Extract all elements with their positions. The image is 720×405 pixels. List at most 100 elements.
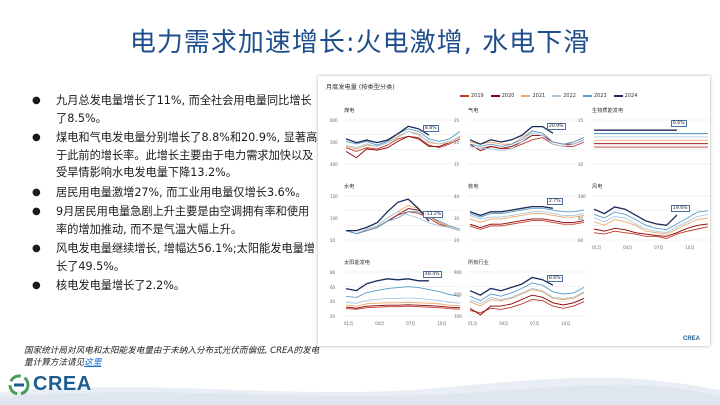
growth-annotation: -13.2% (422, 211, 444, 219)
bullet-text: 核电发电量增长了2.2%。 (56, 279, 186, 292)
small-chart-plot (344, 119, 462, 165)
bullet-text: 煤电和气电发电量分别增长了8.8%和20.9%, 显著高于此前的增长率。此增长主… (56, 131, 318, 179)
y-tick-label: 30 (454, 216, 460, 221)
legend-item: 2021 (521, 93, 545, 99)
series-line-2024 (345, 278, 429, 292)
x-tick-label: 01月 (344, 321, 354, 326)
series-line-2023 (345, 286, 461, 298)
crea-logo-text: CREA (33, 373, 92, 395)
chart-title: 月度发电量 (按类型分类) (326, 84, 395, 91)
slide-title: 电力需求加速增长:火电激增, 水电下滑 (129, 28, 591, 58)
legend-label: 2023 (593, 93, 607, 99)
legend-swatch (613, 95, 623, 97)
y-tick-label: 50 (330, 238, 336, 243)
bullet-text: 风电发电量继续增长, 增幅达56.1%;太阳能发电量增长了49.5%。 (56, 242, 315, 273)
x-tick-label: 01月 (592, 245, 602, 250)
growth-annotation: 8.8% (422, 125, 439, 133)
series-line-2021 (345, 204, 461, 235)
y-tick-label: 25 (454, 118, 460, 123)
bullet-dot: ● (32, 132, 41, 143)
series-line-2023 (469, 130, 585, 147)
small-chart-title: 所有行业 (468, 260, 489, 266)
y-tick-label: 700 (454, 314, 462, 319)
series-line-2020 (593, 223, 709, 237)
series-line-2024 (469, 205, 554, 217)
growth-annotation: 2.7% (546, 198, 563, 206)
bullet-item: ● 居民用电量激增27%, 而工业用电量仅增长3.6%。 (28, 184, 318, 202)
series-line-2024 (346, 198, 430, 232)
footnote-text: 国家统计局对风电和太阳能发电量由于未纳入分布式光伏而偏低, CREA的发电量计算… (24, 346, 320, 368)
series-line-2022 (345, 211, 461, 235)
legend-label: 2022 (563, 93, 576, 99)
legend-swatch (490, 95, 500, 97)
x-tick-label: 01月 (468, 321, 478, 326)
y-tick-label: 100 (578, 194, 586, 199)
y-tick-label: 900 (454, 270, 462, 275)
legend-swatch (582, 95, 592, 97)
small-chart-title: 太阳能发电 (344, 260, 370, 266)
series-line-2024 (345, 125, 430, 144)
y-tick-label: 15 (578, 118, 584, 123)
small-chart-title: 生物质能发电 (592, 108, 624, 114)
y-tick-label: 60 (578, 238, 584, 243)
y-tick-label: 500 (330, 140, 338, 145)
small-chart: 风电 100 80 60 01月 04月 07月 10月 19.6% (578, 184, 710, 250)
footnote-link[interactable]: 这里 (84, 358, 102, 368)
series-line-2019 (593, 226, 709, 239)
series-line-2019 (345, 135, 461, 152)
small-chart-plot (592, 119, 710, 165)
series-line-2023 (469, 282, 585, 302)
legend-item: 2022 (552, 93, 576, 99)
growth-annotation: 48.4% (422, 270, 442, 278)
y-tick-label: 40 (330, 299, 336, 305)
series-line-2023 (345, 211, 461, 235)
small-chart-plot (468, 195, 586, 241)
y-tick-label: 80 (578, 216, 584, 221)
bullet-dot: ● (32, 206, 41, 217)
x-tick-label: 07月 (406, 321, 416, 326)
series-line-2022 (345, 297, 461, 304)
bullet-dot: ● (32, 186, 41, 198)
crea-small-logo: CREA (682, 336, 700, 342)
footnote: 国家统计局对风电和太阳能发电量由于未纳入分布式光伏而偏低, CREA的发电量计算… (24, 345, 324, 369)
bullet-item: ● 九月总发电量增长了11%, 而全社会用电量同比增长了8.5%。 (28, 92, 318, 127)
bullet-item: ● 煤电和气电发电量分别增长了8.8%和20.9%, 显著高于此前的增长率。此增长… (28, 129, 318, 182)
y-tick-label: 80 (330, 270, 336, 275)
chart-panel: 月度发电量 (按类型分类) 2019 2020 2021 2022 2023 2024 煤… (318, 76, 710, 346)
small-chart: 生物质能发电 15 10 6.6% (578, 108, 710, 168)
series-line-2023 (469, 207, 585, 218)
x-tick-label: 10月 (685, 245, 695, 250)
small-chart: 所有行业 900 800 700 01月 04月 07月 10月 8.6% (454, 260, 586, 326)
bullet-text: 9月居民用电量急剧上升主要是由空调拥有率和使用率的增加推动, 而不是气温大幅上升… (56, 205, 310, 236)
growth-annotation: 19.6% (670, 205, 690, 213)
y-tick-label: 600 (330, 118, 338, 123)
y-tick-label: 800 (454, 292, 462, 297)
legend-item: 2023 (582, 93, 607, 99)
small-chart-title: 风电 (592, 184, 603, 190)
small-chart-plot (468, 271, 586, 317)
series-line-2021 (345, 301, 461, 307)
small-chart-title: 核电 (468, 184, 479, 190)
legend-label: 2020 (501, 93, 515, 99)
x-tick-label: 07月 (530, 321, 540, 326)
series-line-2024 (469, 276, 554, 296)
small-chart: 煤电 600 500 400 8.8% (330, 108, 462, 168)
series-line-2020 (469, 218, 585, 229)
series-line-2022 (469, 211, 585, 220)
bullet-item: ● 风电发电量继续增长, 增幅达56.1%;太阳能发电量增长了49.5%。 (28, 240, 318, 275)
crea-logo: CREA (8, 373, 92, 396)
bullet-item: ● 9月居民用电量急剧上升主要是由空调拥有率和使用率的增加推动, 而不是气温大幅上… (28, 203, 318, 238)
y-tick-label: 400 (330, 162, 338, 167)
series-line-2020 (345, 135, 461, 159)
x-tick-label: 04月 (375, 321, 385, 326)
y-tick-label: 100 (330, 216, 338, 221)
small-chart: 核电 40 30 20 2.7% (454, 184, 586, 244)
small-chart: 水电 150 100 50 -13.2% (330, 184, 462, 244)
series-line-2023 (345, 128, 461, 146)
y-tick-label: 10 (578, 162, 584, 167)
growth-annotation: 8.6% (546, 275, 563, 283)
y-tick-label: 20 (454, 238, 460, 243)
growth-annotation: 20.9% (546, 123, 566, 131)
bullet-dot: ● (32, 95, 41, 106)
series-line-2023 (593, 210, 709, 231)
